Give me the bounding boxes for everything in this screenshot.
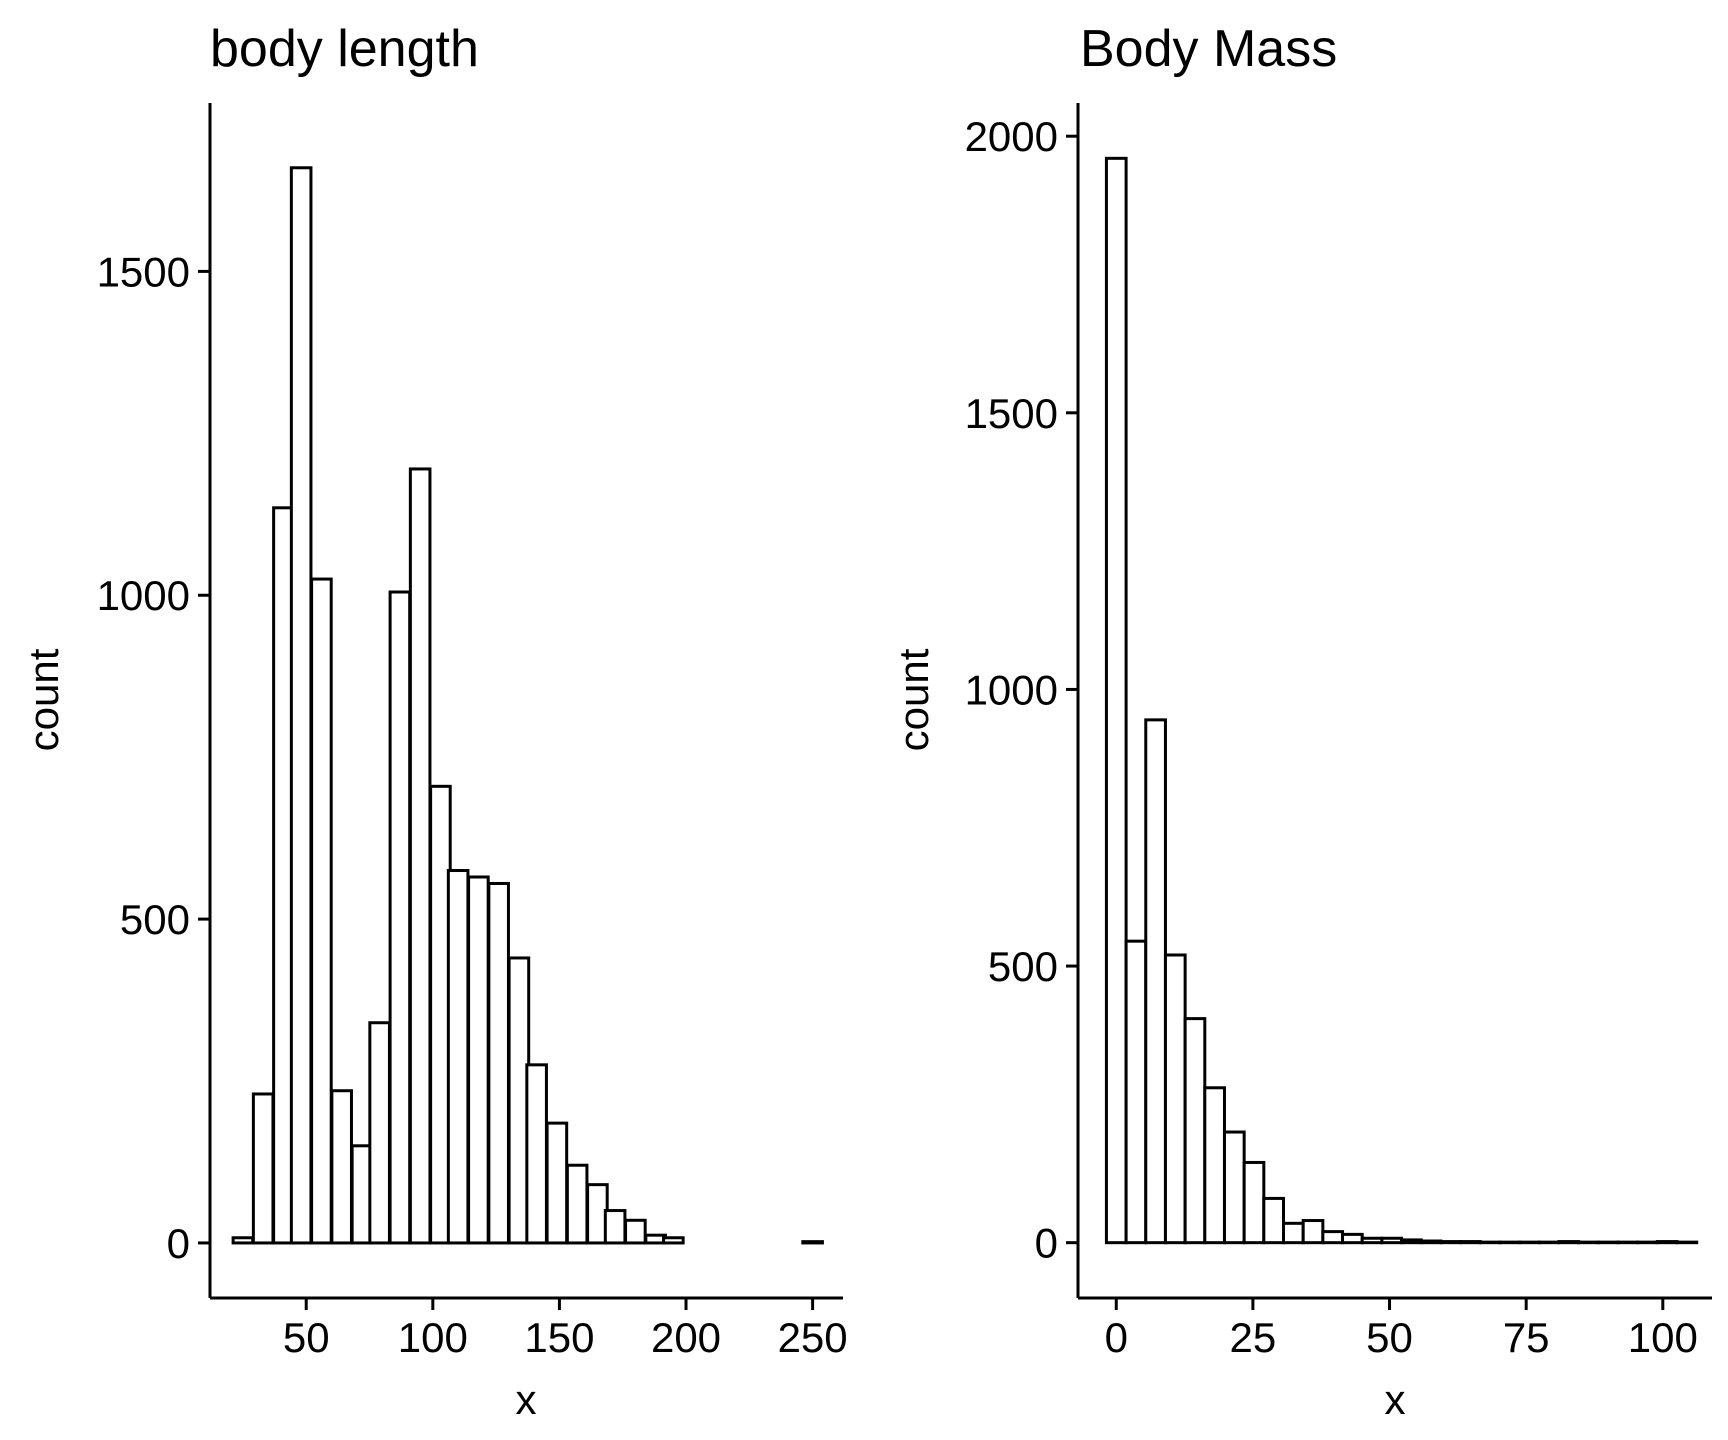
x-tick-label: 75: [1503, 1314, 1550, 1361]
histogram-bar: [1262, 1196, 1286, 1245]
x-tick-label: 0: [1105, 1314, 1128, 1361]
x-tick-label: 25: [1230, 1314, 1277, 1361]
histogram-bar: [330, 1089, 353, 1245]
histogram-bar: [1282, 1221, 1305, 1245]
x-tick-label: 50: [1366, 1314, 1413, 1361]
histogram-bar: [1321, 1230, 1345, 1245]
histogram-bar: [1498, 1240, 1522, 1245]
x-axis-ticks: 0 25 50 75 100: [1105, 1298, 1698, 1361]
histogram-bar: [408, 467, 432, 1245]
histogram-bar: [1380, 1236, 1404, 1245]
histogram-bar: [565, 1163, 589, 1245]
histogram-bar: [1537, 1240, 1561, 1245]
y-tick-label: 500: [988, 943, 1058, 990]
y-tick-label: 1500: [965, 390, 1058, 437]
histogram-bar: [487, 881, 510, 1245]
histogram-bar: [1439, 1240, 1463, 1245]
histogram-bar: [1419, 1239, 1443, 1245]
histogram-bar: [1616, 1240, 1640, 1245]
bar-group: [1104, 156, 1699, 1245]
x-tick-label: 250: [778, 1314, 848, 1361]
histogram-bar: [1636, 1240, 1659, 1245]
histogram-bar: [1360, 1236, 1384, 1245]
x-tick-label: 100: [1628, 1314, 1698, 1361]
x-tick-label: 150: [524, 1314, 594, 1361]
histogram-bar: [467, 875, 490, 1245]
y-tick-label: 1500: [97, 248, 190, 295]
histogram-bar: [1104, 156, 1128, 1245]
histogram-bar: [1222, 1130, 1246, 1245]
y-tick-label: 0: [1035, 1220, 1058, 1267]
histogram-bar: [1675, 1240, 1699, 1245]
histogram-bar: [1596, 1240, 1620, 1245]
y-tick-label: 1000: [965, 666, 1058, 713]
histogram-bar: [231, 1236, 255, 1245]
y-tick-label: 0: [167, 1220, 190, 1267]
y-tick-label: 2000: [965, 113, 1058, 160]
x-tick-label: 100: [398, 1314, 468, 1361]
histogram-bar: [603, 1209, 627, 1245]
y-axis-ticks: 0 500 1000 1500 2000: [965, 113, 1078, 1267]
histogram-bar: [1655, 1240, 1679, 1245]
y-tick-label: 500: [120, 896, 190, 943]
histogram-bar: [1518, 1240, 1541, 1245]
histogram-bar: [1183, 1017, 1207, 1245]
histogram-bar: [1577, 1240, 1600, 1245]
histogram-bar: [1144, 718, 1167, 1245]
x-axis-label: x: [516, 1376, 537, 1423]
histogram-bar: [310, 577, 333, 1245]
y-axis-label: count: [890, 648, 937, 751]
y-tick-label: 1000: [97, 572, 190, 619]
histogram-bar: [1301, 1219, 1325, 1245]
histogram-bar: [368, 1021, 391, 1245]
histogram-bar: [251, 1092, 275, 1245]
x-axis-ticks: 50 100 150 200 250: [283, 1298, 848, 1361]
histogram-bar: [624, 1218, 647, 1245]
x-tick-label: 200: [651, 1314, 721, 1361]
chart-title: body length: [210, 20, 479, 78]
histogram-bar: [1341, 1232, 1364, 1245]
histogram-bar: [801, 1240, 824, 1245]
y-axis-label: count: [20, 648, 67, 751]
histogram-bar: [525, 1063, 548, 1245]
histogram-bar: [1242, 1160, 1266, 1245]
x-tick-label: 50: [283, 1314, 330, 1361]
histogram-bar: [1163, 953, 1187, 1245]
histogram-bar: [1124, 939, 1148, 1245]
histogram-bar: [388, 590, 412, 1245]
histogram-bar: [1203, 1086, 1226, 1245]
x-axis-label: x: [1385, 1376, 1406, 1423]
histogram-bar: [1557, 1240, 1581, 1245]
y-axis-ticks: 0 500 1000 1500: [97, 248, 210, 1267]
histogram-bar: [289, 166, 313, 1245]
histogram-bar: [446, 869, 470, 1245]
bar-group: [231, 166, 824, 1245]
chart-title: Body Mass: [1080, 20, 1337, 78]
histogram-bar: [662, 1236, 685, 1245]
histogram-bar: [545, 1121, 569, 1245]
histogram-bar: [1478, 1240, 1502, 1245]
histogram-bar: [1400, 1238, 1423, 1245]
histogram-bar: [1459, 1240, 1482, 1245]
